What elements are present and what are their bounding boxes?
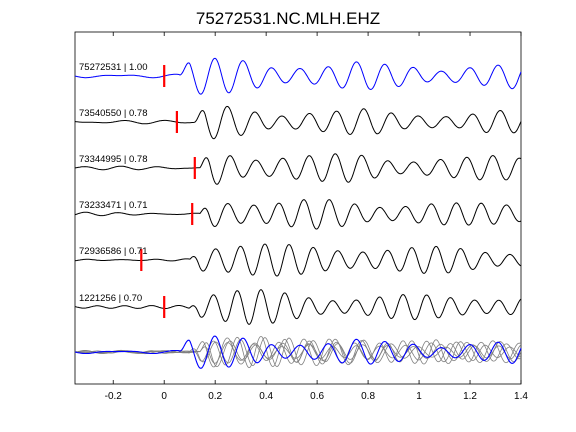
- trace-label-75272531: 75272531 | 1.00: [79, 62, 148, 73]
- trace-label-1221256: 1221256 | 0.70: [79, 293, 142, 304]
- trace-label-72936586: 72936586 | 0.71: [79, 246, 148, 257]
- x-tick-label: 0.2: [208, 391, 222, 402]
- trace-label-73344995: 73344995 | 0.78: [79, 154, 148, 165]
- picks-layer: [140, 65, 196, 318]
- trace-label-73233471: 73233471 | 0.71: [79, 200, 148, 211]
- x-tick-label: 0.6: [310, 391, 324, 402]
- trace-labels: 75272531 | 1.00 73540550 | 0.78 73344995 |…: [79, 62, 148, 304]
- traces-layer: [74, 57, 522, 325]
- x-tick-label: 1.4: [514, 391, 528, 402]
- waveform-trace-73344995: [74, 153, 522, 185]
- stack-layer: [74, 335, 522, 369]
- waveform-trace-73233471: [74, 199, 522, 230]
- x-tick-label: -0.2: [105, 391, 123, 402]
- x-axis: -0.2 0 0.2 0.4 0.6 0.8 1 1.2 1.4: [105, 32, 528, 402]
- x-tick-label: 0.4: [259, 391, 273, 402]
- stack-trace-75272531: [74, 335, 522, 369]
- x-tick-label: 1: [416, 391, 422, 402]
- waveform-trace-73540550: [74, 105, 522, 140]
- trace-label-73540550: 73540550 | 0.78: [79, 108, 148, 119]
- x-tick-label: 1.2: [463, 391, 477, 402]
- chart-title: 75272531.NC.MLH.EHZ: [196, 9, 380, 28]
- waveform-trace-1221256: [74, 289, 522, 325]
- waveform-trace-72936586: [74, 243, 522, 277]
- x-tick-label: 0: [161, 391, 167, 402]
- waveform-trace-75272531: [74, 57, 522, 95]
- plot-area: [74, 31, 522, 385]
- x-tick-label: 0.8: [361, 391, 375, 402]
